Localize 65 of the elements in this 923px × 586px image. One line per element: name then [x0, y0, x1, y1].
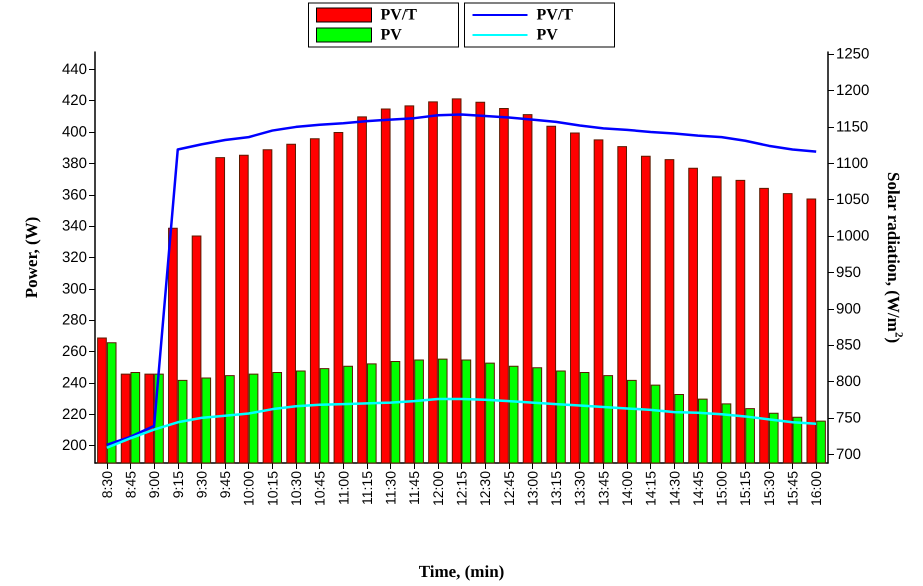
x-tick-label: 9:30	[193, 470, 210, 498]
x-tick-label: 9:15	[170, 470, 186, 498]
x-tick-label: 14:00	[619, 470, 636, 506]
y-tick-label: 380	[62, 154, 87, 172]
y-tick-label: 300	[62, 280, 87, 298]
y-tick-label: 240	[62, 374, 87, 392]
x-tick-label: 9:45	[217, 470, 234, 498]
y-tick-label: 400	[62, 124, 87, 141]
x-tick-label: 15:45	[784, 470, 801, 506]
x-tick-label: 12:00	[430, 470, 446, 506]
y-axis-title: Power, (W)	[22, 216, 41, 298]
x-tick-label: 10:00	[240, 470, 257, 506]
x-tick-label: 14:30	[666, 470, 682, 506]
x-tick-label: 11:15	[358, 470, 375, 505]
y-tick-label: 360	[62, 186, 87, 204]
legend-label: PV/T	[380, 6, 418, 24]
line-series	[106, 113, 818, 446]
y2-tick-label: 1200	[836, 82, 870, 100]
x-tick-label: 15:00	[714, 470, 730, 506]
x-tick-label: 13:30	[572, 470, 588, 506]
y-tick-label: 200	[62, 437, 87, 454]
x-tick-label: 11:00	[335, 470, 352, 505]
y2-tick-label: 850	[836, 336, 862, 354]
y2-tick-label: 750	[836, 409, 862, 426]
x-tick-label: 9:00	[146, 470, 162, 498]
y-tick-label: 220	[62, 406, 87, 423]
y2-tick-label: 800	[836, 373, 862, 390]
y-tick-label: 440	[62, 60, 87, 78]
x-tick-label: 12:15	[454, 470, 470, 506]
x-tick-label: 14:45	[690, 470, 706, 506]
line-series	[106, 398, 818, 449]
x-tick-label: 13:45	[595, 470, 612, 506]
x-tick-label: 10:15	[264, 470, 280, 506]
legend-label: PV/T	[536, 6, 574, 24]
x-tick-label: 16:00	[808, 470, 824, 506]
y2-tick-label: 950	[836, 264, 862, 281]
y-tick-label: 420	[62, 92, 87, 110]
y2-tick-label: 1100	[836, 154, 868, 172]
x-tick-label: 13:15	[548, 470, 564, 506]
y-tick-label: 280	[62, 312, 87, 329]
legend-label: PV	[380, 26, 402, 44]
y2-tick-label: 1250	[836, 46, 870, 63]
x-tick-label: 15:15	[737, 470, 754, 506]
y2-tick-label: 900	[836, 300, 862, 318]
x-tick-label: 10:45	[312, 470, 328, 506]
legend-label: PV	[536, 26, 558, 44]
x-tick-label: 8:30	[98, 470, 115, 498]
y2-axis-title: Solar radiation, (W/m2)	[884, 172, 904, 344]
y-tick-label: 320	[62, 249, 87, 266]
y2-tick-label: 1000	[836, 228, 870, 245]
y2-tick-label: 1150	[836, 118, 868, 136]
x-tick-label: 8:45	[122, 470, 138, 498]
y2-tick-label: 700	[836, 446, 862, 463]
y-tick-label: 340	[62, 218, 87, 235]
x-tick-label: 12:30	[477, 470, 494, 506]
x-tick-label: 12:45	[500, 470, 517, 506]
y2-tick-label: 1050	[836, 191, 870, 208]
x-axis-title: Time, (min)	[418, 562, 504, 581]
x-tick-label: 10:30	[288, 470, 304, 506]
x-tick-label: 14:15	[642, 470, 659, 506]
x-tick-label: 11:30	[382, 470, 399, 505]
x-tick-label: 11:45	[406, 470, 422, 505]
x-tick-label: 13:00	[524, 470, 540, 506]
x-tick-label: 15:30	[760, 470, 777, 506]
y-tick-label: 260	[62, 343, 87, 360]
